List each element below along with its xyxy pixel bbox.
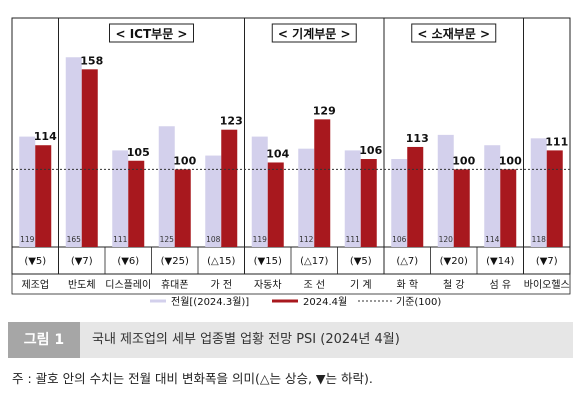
bar-current-value-label: 158 (80, 54, 103, 67)
bar-current-month (500, 169, 517, 247)
bar-current-month (360, 159, 377, 247)
bar-prev-value-label: 108 (206, 235, 221, 244)
bar-prev-value-label: 111 (346, 235, 361, 244)
group-header-label: < ICT부문 > (115, 27, 187, 41)
bar-current-value-label: 100 (452, 154, 475, 167)
figure-label: 그림 1 (8, 322, 80, 358)
bar-current-value-label: 100 (173, 154, 196, 167)
bar-current-month (174, 169, 191, 247)
group-header-box (411, 23, 497, 43)
legend-label-current-month: 2024.4월 (303, 296, 347, 308)
category-label: 조 선 (303, 279, 325, 291)
category-label: 디스플레이 (105, 279, 151, 291)
bar-prev-value-label: 165 (67, 235, 82, 244)
legend-label-reference: 기준(100) (396, 296, 441, 308)
category-label: 철 강 (443, 279, 465, 291)
bar-current-value-label: 100 (499, 154, 522, 167)
bar-current-month (81, 69, 98, 247)
bar-prev-month (158, 126, 175, 247)
bar-current-value-label: 114 (34, 130, 57, 143)
bar-prev-value-label: 125 (160, 235, 175, 244)
bar-prev-month (205, 155, 222, 247)
bar-prev-value-label: 119 (20, 235, 35, 244)
change-label: (▼5) (24, 256, 46, 267)
bar-current-month (35, 145, 52, 247)
bar-current-value-label: 105 (127, 146, 150, 159)
bar-prev-value-label: 106 (392, 235, 407, 244)
bar-prev-month (391, 159, 408, 247)
bar-prev-value-label: 118 (532, 235, 547, 244)
bar-prev-month (484, 145, 501, 247)
bar-current-value-label: 104 (266, 147, 289, 160)
legend-label-prev-month: 전월[(2024.3월)] (171, 296, 249, 308)
category-label: 휴대폰 (161, 279, 189, 291)
group-header-label: < 기계부문 > (278, 26, 351, 41)
change-label: (▼6) (117, 256, 139, 267)
group-header-box (109, 23, 194, 43)
category-label: 가 전 (210, 279, 232, 291)
bar-prev-value-label: 111 (113, 235, 128, 244)
bar-current-month (407, 146, 424, 247)
category-label: 바이오헬스 (524, 279, 570, 291)
category-label: 화 학 (396, 279, 418, 291)
group-header-box (271, 23, 357, 43)
bar-prev-value-label: 114 (485, 235, 500, 244)
bar-current-value-label: 113 (406, 132, 429, 145)
footnote: 주 : 괄호 안의 수치는 전월 대비 변화폭을 의미(△는 상승, ▼는 하락… (12, 371, 373, 386)
change-label: (▼15) (254, 256, 282, 267)
bar-current-month (546, 150, 563, 247)
change-label: (△15) (207, 256, 235, 267)
bar-prev-month (298, 148, 315, 247)
bar-current-value-label: 111 (545, 135, 568, 148)
bar-current-month (314, 119, 331, 247)
bar-prev-month (251, 136, 268, 247)
bar-prev-month (530, 138, 547, 247)
bar-prev-value-label: 119 (253, 235, 268, 244)
bar-current-month (221, 129, 238, 247)
change-label: (▼7) (71, 256, 93, 267)
bar-prev-value-label: 112 (299, 235, 314, 244)
change-label: (▼20) (440, 256, 468, 267)
bar-prev-value-label: 120 (439, 235, 454, 244)
bar-current-value-label: 129 (313, 104, 336, 117)
bar-current-value-label: 123 (220, 115, 243, 128)
bar-prev-month (112, 150, 129, 247)
category-label: 자동차 (254, 279, 282, 291)
bar-current-month (128, 160, 145, 247)
bar-prev-month (437, 134, 454, 247)
category-label: 반도체 (68, 279, 96, 291)
bar-prev-month (65, 57, 82, 247)
change-label: (△7) (396, 256, 418, 267)
change-label: (▼25) (161, 256, 189, 267)
figure-caption-bar: 그림 1 국내 제조업의 세부 업종별 업황 전망 PSI (2024년 4월) (8, 322, 573, 358)
category-label: 기 계 (350, 279, 372, 291)
category-label: 제조업 (21, 278, 49, 291)
figure-title: 국내 제조업의 세부 업종별 업황 전망 PSI (2024년 4월) (92, 332, 400, 347)
category-row (11, 273, 571, 295)
category-label: 섬 유 (489, 279, 511, 291)
bar-current-value-label: 106 (359, 144, 382, 157)
bar-current-month (267, 162, 284, 247)
group-header-label: < 소재부문 > (417, 27, 490, 41)
bar-current-month (453, 169, 470, 247)
bar-prev-month (19, 136, 36, 247)
change-label: (△17) (300, 256, 328, 267)
change-label: (▼7) (536, 256, 558, 267)
bar-prev-month (344, 150, 361, 247)
change-label: (▼5) (350, 256, 372, 267)
change-label: (▼14) (486, 256, 514, 267)
chart: < ICT부문 > < 기계부문 > < 소재부문 > 119 114 (▼5) 제조업 16… (11, 17, 571, 308)
